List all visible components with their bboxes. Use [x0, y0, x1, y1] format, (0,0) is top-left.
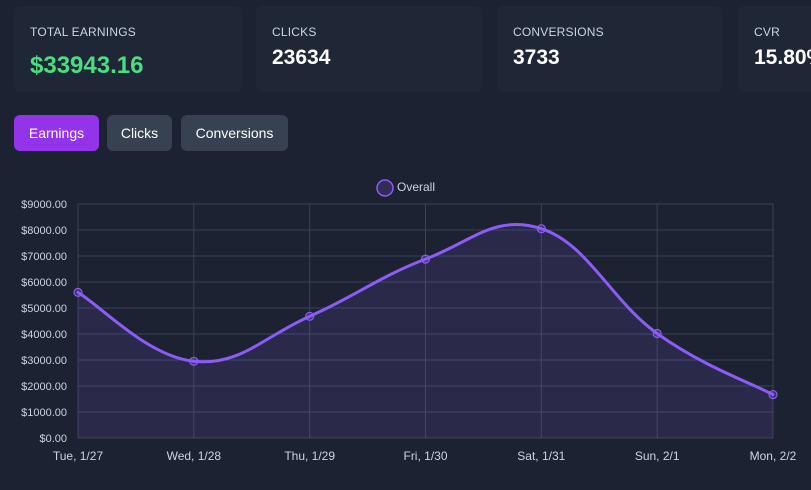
clicks-label: CLICKS [272, 25, 317, 39]
x-tick-label: Mon, 2/2 [750, 449, 797, 463]
x-tick-label: Sun, 2/1 [635, 449, 680, 463]
clicks-value: 23634 [272, 46, 331, 69]
legend-swatch-overall[interactable] [376, 179, 394, 197]
y-tick-label: $7000.00 [21, 251, 67, 263]
cvr-label: CVR [754, 25, 780, 39]
tab-earnings[interactable]: Earnings [14, 115, 99, 151]
y-tick-label: $4000.00 [21, 329, 67, 341]
chart-points [73, 224, 778, 400]
conversions-value: 3733 [513, 46, 560, 69]
y-tick-label: $3000.00 [21, 355, 67, 367]
x-tick-label: Fri, 1/30 [403, 449, 447, 463]
conversions-card: CONVERSIONS 3733 [497, 6, 722, 92]
total-earnings-label: TOTAL EARNINGS [30, 25, 136, 39]
tab-clicks[interactable]: Clicks [107, 115, 172, 151]
cvr-card: CVR 15.80% [738, 6, 811, 92]
x-axis-ticks: Tue, 1/27 Wed, 1/28 Thu, 1/29 Fri, 1/30 Sat,… [53, 449, 797, 463]
total-earnings-card: TOTAL EARNINGS $33943.16 [14, 6, 242, 92]
chart-line [76, 223, 775, 397]
y-tick-label: $2000.00 [21, 381, 67, 393]
data-point[interactable] [652, 328, 662, 339]
stats-bar: TOTAL EARNINGS $33943.16 CLICKS 23634 CO… [0, 0, 811, 100]
chart-area [78, 224, 773, 438]
chart-legend[interactable]: Overall [376, 179, 435, 197]
x-tick-label: Thu, 1/29 [284, 449, 335, 463]
y-tick-label: $5000.00 [21, 303, 67, 315]
x-tick-label: Tue, 1/27 [53, 449, 104, 463]
y-tick-label: $9000.00 [21, 199, 67, 211]
legend-label-overall[interactable]: Overall [397, 180, 435, 194]
y-tick-label: $0.00 [39, 433, 67, 445]
series-area-overall [78, 224, 773, 438]
earnings-chart: $0.00 $1000.00 $2000.00 $3000.00 $4000.00 $50… [0, 170, 811, 485]
data-point[interactable] [73, 287, 83, 298]
y-axis-ticks: $0.00 $1000.00 $2000.00 $3000.00 $4000.00 $50… [21, 199, 67, 445]
tab-conversions[interactable]: Conversions [181, 115, 288, 151]
x-tick-label: Sat, 1/31 [517, 449, 565, 463]
data-point[interactable] [768, 389, 778, 400]
chart-svg: $0.00 $1000.00 $2000.00 $3000.00 $4000.00 $50… [21, 179, 797, 463]
total-earnings-value: $33943.16 [30, 52, 144, 79]
y-tick-label: $6000.00 [21, 277, 67, 289]
x-tick-label: Wed, 1/28 [167, 449, 222, 463]
data-point[interactable] [189, 356, 199, 366]
data-point[interactable] [536, 224, 546, 234]
data-point[interactable] [305, 311, 315, 321]
data-point[interactable] [420, 254, 431, 264]
y-tick-label: $1000.00 [21, 407, 67, 419]
y-tick-label: $8000.00 [21, 225, 67, 237]
conversions-label: CONVERSIONS [513, 25, 604, 39]
chart-grid [77, 203, 774, 439]
clicks-card: CLICKS 23634 [256, 6, 482, 92]
series-line-overall [76, 223, 775, 397]
cvr-value: 15.80% [754, 46, 811, 69]
